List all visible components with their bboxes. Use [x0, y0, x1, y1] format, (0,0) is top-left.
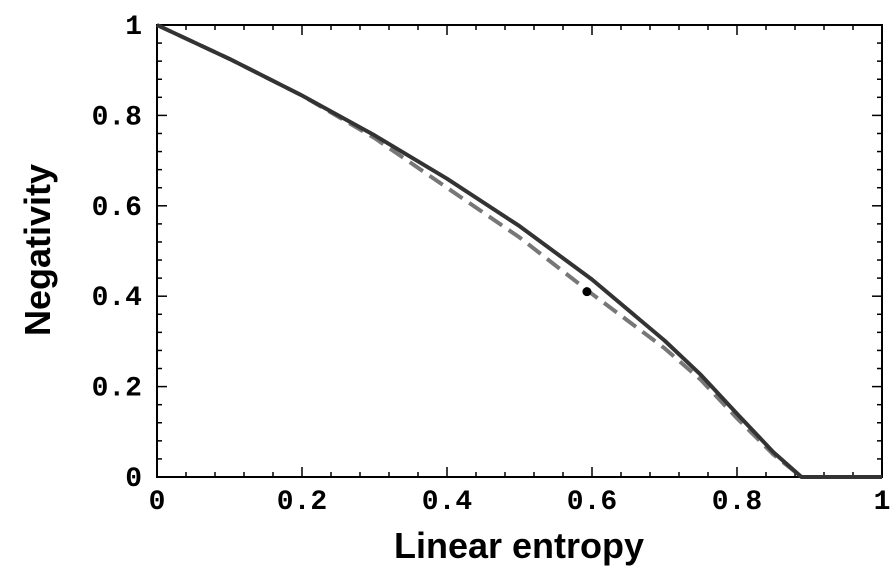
x-axis-title: Linear entropy	[394, 525, 644, 566]
x-tick-label: 0.6	[567, 487, 617, 518]
plot-frame	[156, 24, 883, 478]
x-tick-label: 0.4	[422, 487, 472, 518]
series-layer	[156, 23, 882, 479]
x-tick-labels: 0 0.2 0.4 0.6 0.8 1	[149, 487, 891, 518]
data-point	[582, 287, 592, 297]
x-tick-label: 0.2	[277, 487, 327, 518]
solid-series-line	[156, 23, 882, 479]
axis-ticks	[156, 24, 883, 478]
x-tick-label: 1	[874, 487, 891, 518]
y-tick-label: 0.2	[92, 374, 142, 405]
x-tick-label: 0	[149, 487, 166, 518]
dashed-series-line	[156, 23, 803, 479]
points-layer	[582, 287, 592, 297]
y-tick-labels: 0 0.2 0.4 0.6 0.8 1	[92, 12, 142, 495]
y-tick-label: 0	[125, 464, 142, 495]
y-tick-label: 0.4	[92, 283, 142, 314]
y-tick-label: 1	[125, 12, 142, 43]
y-tick-label: 0.6	[92, 193, 142, 224]
y-axis-title: Negativity	[17, 164, 58, 336]
y-tick-label: 0.8	[92, 102, 142, 133]
x-tick-label: 0.8	[712, 487, 762, 518]
